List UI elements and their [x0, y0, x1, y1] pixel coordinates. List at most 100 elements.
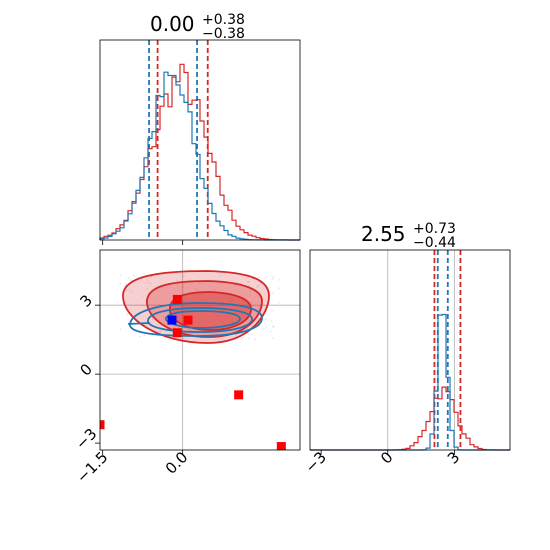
- sample-point: [270, 319, 273, 322]
- x-tick-label: 3: [444, 448, 463, 467]
- sample-point: [234, 284, 236, 286]
- histogram-series-2: [310, 313, 510, 451]
- sample-point: [272, 277, 274, 280]
- sample-point: [264, 277, 266, 280]
- sample-point: [126, 289, 128, 291]
- histogram-plot-area-1: [99, 40, 300, 241]
- red-marker: [234, 390, 244, 400]
- sample-point: [231, 321, 234, 324]
- red-marker: [172, 328, 182, 338]
- sample-point: [264, 318, 267, 321]
- sample-point: [229, 300, 232, 303]
- sample-point: [242, 294, 244, 297]
- x-ticks-12: −1.5 0.0: [73, 448, 191, 486]
- sample-point: [200, 282, 203, 284]
- sample-point: [151, 318, 154, 320]
- sample-point: [257, 284, 260, 287]
- sample-point: [278, 279, 280, 281]
- sample-point: [254, 338, 256, 341]
- sample-point: [126, 314, 129, 316]
- x-tick-label: −3: [302, 448, 330, 476]
- blue-contour-inner: [165, 310, 241, 329]
- sample-point: [225, 315, 228, 317]
- sample-point: [119, 282, 121, 285]
- x-ticks-2: −3 0 3: [302, 448, 464, 476]
- markers-12: [100, 294, 286, 450]
- sample-point: [265, 326, 268, 328]
- y-tick-label: −3: [72, 425, 100, 453]
- sample-point: [235, 307, 238, 310]
- title-upper-error: +0.38: [202, 12, 245, 28]
- red-marker: [100, 420, 105, 430]
- sample-point: [141, 295, 144, 297]
- sample-point: [198, 282, 200, 284]
- sample-point: [220, 320, 223, 323]
- sample-point: [250, 333, 253, 336]
- sample-point: [243, 323, 246, 326]
- sample-point: [132, 274, 135, 277]
- sample-point: [159, 329, 161, 332]
- sample-point: [248, 337, 250, 340]
- sample-point: [249, 294, 251, 297]
- sample-point: [210, 321, 212, 323]
- title-lower-error: −0.38: [202, 26, 245, 42]
- sample-point: [159, 331, 162, 334]
- sample-point: [246, 328, 249, 330]
- sample-point: [159, 288, 161, 291]
- sample-point: [247, 281, 250, 283]
- sample-point: [119, 274, 122, 277]
- sample-point: [272, 309, 274, 312]
- red-marker: [276, 442, 286, 450]
- title-parameter-2: 2.55 +0.73 −0.44: [361, 221, 456, 251]
- sample-point: [149, 282, 152, 285]
- y-tick-label: 3: [77, 291, 96, 310]
- sample-point: [213, 324, 215, 327]
- sample-point: [219, 275, 222, 277]
- title-parameter-1: 0.00 +0.38 −0.38: [150, 12, 245, 42]
- axes-frame-2: [309, 249, 511, 451]
- contour-plot-area: [100, 270, 286, 450]
- blue-marker: [167, 315, 177, 325]
- sample-point: [218, 315, 220, 317]
- sample-point: [273, 326, 275, 328]
- sample-point: [272, 292, 274, 294]
- sample-point: [182, 301, 185, 303]
- sample-point: [146, 279, 149, 281]
- sample-point: [263, 327, 265, 330]
- sample-point: [231, 299, 233, 302]
- sample-point: [242, 336, 245, 339]
- sample-point: [143, 334, 146, 337]
- gridlines-2: [387, 250, 455, 450]
- sample-point: [272, 337, 275, 340]
- sample-point: [249, 289, 251, 292]
- sample-point: [162, 316, 165, 318]
- x-tick-label: −1.5: [73, 448, 111, 486]
- title-upper-error: +0.73: [413, 221, 456, 237]
- contour-panel-parameters-1-2: −1.5 0.0 −3 0 3: [72, 249, 301, 487]
- sample-point: [182, 286, 184, 289]
- sample-point: [176, 279, 178, 281]
- axes-frame-1: [99, 39, 301, 241]
- title-value: 0.00: [150, 12, 195, 36]
- sample-point: [196, 288, 198, 291]
- sample-point: [272, 325, 274, 328]
- sample-point: [119, 328, 122, 331]
- sample-point: [129, 289, 131, 291]
- sample-point: [192, 293, 195, 296]
- sample-point: [189, 305, 191, 308]
- sample-point: [150, 276, 153, 278]
- sample-point: [206, 299, 208, 302]
- blue-contour-tail: [127, 322, 151, 325]
- red-marker: [172, 294, 182, 304]
- x-tick-label: 0.0: [162, 448, 192, 478]
- y-tick-label: 0: [77, 360, 96, 379]
- sample-point: [269, 330, 272, 333]
- red-marker: [183, 315, 193, 325]
- sample-point: [147, 281, 149, 284]
- quantile-lines-1: [148, 40, 209, 240]
- sample-point: [129, 279, 132, 281]
- sample-point: [128, 277, 130, 279]
- sample-point: [241, 313, 243, 315]
- axes-frame-12: [99, 249, 301, 451]
